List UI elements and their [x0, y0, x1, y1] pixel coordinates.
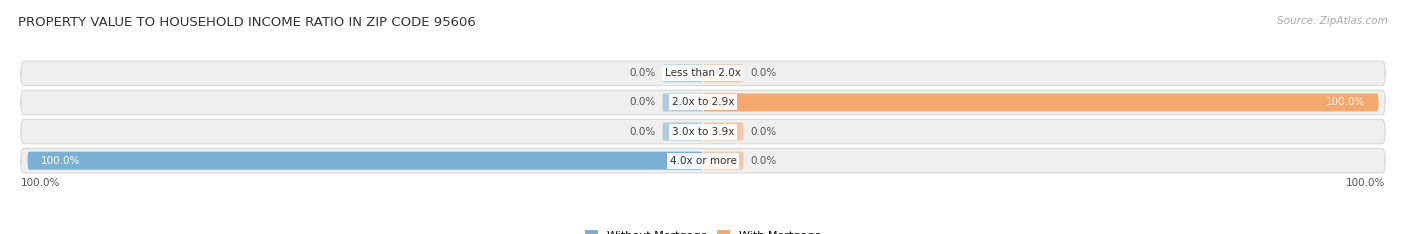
Text: 0.0%: 0.0%: [630, 68, 655, 78]
Text: 0.0%: 0.0%: [751, 127, 776, 137]
Text: 4.0x or more: 4.0x or more: [669, 156, 737, 166]
FancyBboxPatch shape: [703, 93, 1378, 111]
FancyBboxPatch shape: [662, 123, 703, 141]
Text: 0.0%: 0.0%: [630, 127, 655, 137]
FancyBboxPatch shape: [703, 123, 744, 141]
Text: 100.0%: 100.0%: [21, 178, 60, 187]
FancyBboxPatch shape: [21, 148, 1385, 173]
Text: 100.0%: 100.0%: [41, 156, 80, 166]
Text: 0.0%: 0.0%: [630, 97, 655, 107]
Text: 0.0%: 0.0%: [751, 156, 776, 166]
Text: 100.0%: 100.0%: [1346, 178, 1385, 187]
Legend: Without Mortgage, With Mortgage: Without Mortgage, With Mortgage: [581, 226, 825, 234]
FancyBboxPatch shape: [21, 61, 1385, 86]
Text: PROPERTY VALUE TO HOUSEHOLD INCOME RATIO IN ZIP CODE 95606: PROPERTY VALUE TO HOUSEHOLD INCOME RATIO…: [18, 16, 477, 29]
Text: Less than 2.0x: Less than 2.0x: [665, 68, 741, 78]
Text: 100.0%: 100.0%: [1326, 97, 1365, 107]
FancyBboxPatch shape: [703, 152, 744, 170]
Text: Source: ZipAtlas.com: Source: ZipAtlas.com: [1277, 16, 1388, 26]
Text: 2.0x to 2.9x: 2.0x to 2.9x: [672, 97, 734, 107]
FancyBboxPatch shape: [28, 152, 703, 170]
Text: 3.0x to 3.9x: 3.0x to 3.9x: [672, 127, 734, 137]
FancyBboxPatch shape: [21, 119, 1385, 144]
FancyBboxPatch shape: [662, 64, 703, 82]
FancyBboxPatch shape: [703, 64, 744, 82]
FancyBboxPatch shape: [21, 90, 1385, 115]
Text: 0.0%: 0.0%: [751, 68, 776, 78]
FancyBboxPatch shape: [662, 93, 703, 111]
